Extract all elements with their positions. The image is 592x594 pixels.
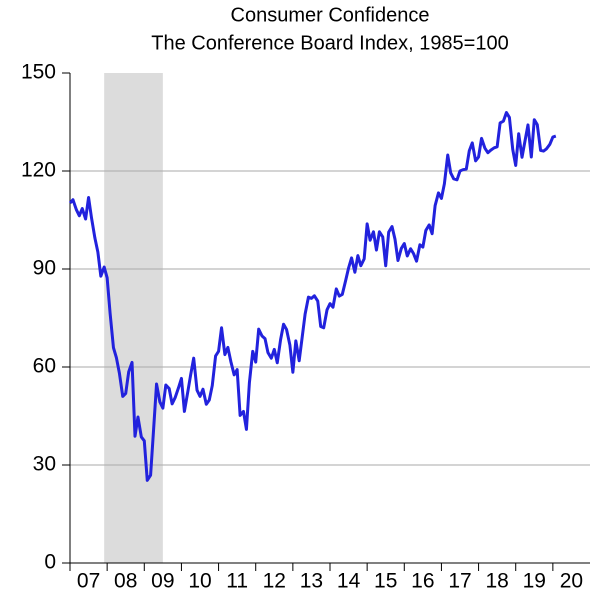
y-tick-label: 30 [33, 453, 56, 476]
chart-title: Consumer Confidence [231, 4, 430, 26]
x-tick-label: 15 [374, 570, 397, 593]
data-line [68, 111, 557, 482]
y-tick-label: 60 [33, 355, 56, 378]
chart-subtitle: The Conference Board Index, 1985=100 [151, 32, 508, 54]
x-tick-label: 08 [114, 570, 137, 593]
y-tick-label: 90 [33, 257, 56, 280]
x-tick-label: 10 [188, 570, 211, 593]
y-tick-label: 120 [21, 159, 56, 182]
x-tick-label: 11 [226, 570, 248, 593]
x-tick-label: 20 [560, 570, 583, 593]
x-tick-label: 07 [77, 570, 100, 593]
recession-band [104, 73, 163, 563]
x-tick-label: 13 [300, 570, 323, 593]
x-tick-label: 17 [448, 570, 471, 593]
x-tick-label: 09 [151, 570, 174, 593]
y-tick-label: 150 [21, 61, 56, 84]
x-tick-label: 12 [263, 570, 286, 593]
y-tick-label: 0 [44, 551, 56, 574]
x-tick-label: 18 [485, 570, 508, 593]
x-tick-label: 14 [337, 570, 361, 593]
x-tick-label: 16 [411, 570, 434, 593]
x-tick-label: 19 [523, 570, 546, 593]
